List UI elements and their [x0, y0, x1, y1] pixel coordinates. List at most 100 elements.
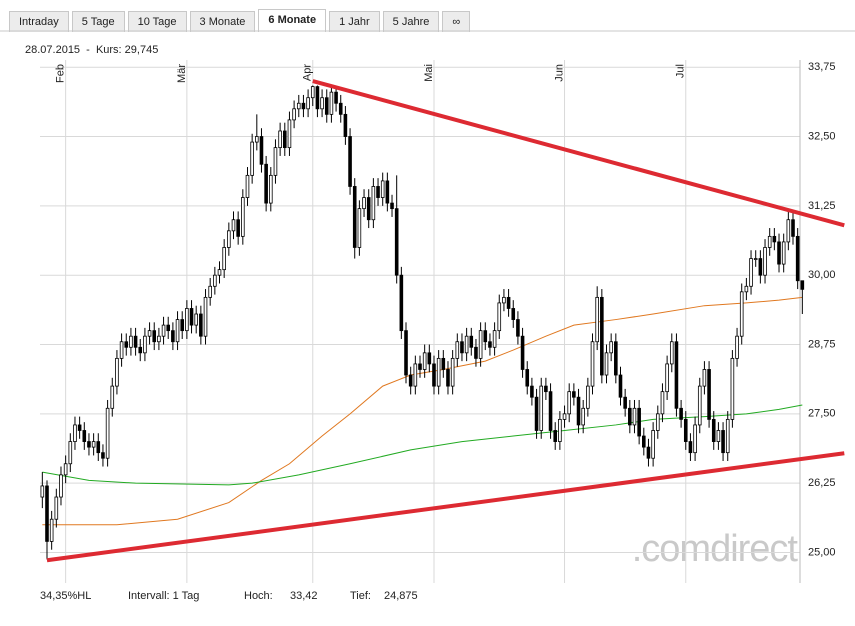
candle-body [296, 102, 301, 110]
candle-body [679, 407, 683, 420]
candle-body [702, 369, 707, 387]
candle-body [604, 352, 609, 376]
watermark: .comdirect [632, 528, 799, 570]
candle-body [68, 441, 73, 465]
candle-body [558, 418, 562, 442]
candle-body [436, 357, 441, 387]
x-tick-label: Mär [176, 64, 188, 83]
x-tick-label: Mai [423, 64, 435, 82]
candle-body [693, 424, 697, 454]
candle-body [642, 435, 646, 448]
candle-body [63, 463, 68, 476]
footer-high-label: Hoch: [244, 590, 273, 602]
candle-body [478, 330, 483, 359]
candle-body [157, 335, 161, 343]
candle-body [73, 424, 77, 442]
candle-body [525, 369, 530, 387]
candle-body [441, 357, 446, 370]
footer-low-label: Tief: [350, 590, 371, 602]
tab[interactable]: Intraday [9, 11, 69, 32]
candle-body [124, 341, 129, 348]
candle-body [492, 330, 497, 348]
tab[interactable]: 6 Monate [258, 9, 327, 32]
candle-body [618, 374, 623, 398]
candle-body [324, 97, 329, 115]
candle-body [777, 241, 781, 265]
candle-body [683, 418, 688, 442]
candle-body [534, 396, 539, 431]
candle-body [208, 285, 212, 298]
tab[interactable]: 3 Monate [189, 11, 256, 32]
candle-body [800, 280, 805, 290]
y-tick-label: 31,25 [808, 200, 836, 212]
candle-body [455, 341, 460, 359]
candle-body [306, 97, 310, 110]
candle-body [171, 330, 175, 343]
candle-body [688, 441, 693, 454]
candle-body [721, 430, 725, 454]
y-tick-label: 32,50 [808, 130, 836, 142]
candle-body [273, 147, 278, 176]
candle-body [399, 274, 404, 332]
candle-body [236, 219, 240, 237]
candle-body [781, 241, 786, 265]
candle-body [185, 308, 189, 332]
tab[interactable]: 1 Jahr [329, 11, 380, 32]
candle-body [105, 407, 110, 459]
candle-body [376, 186, 380, 198]
candle-body [548, 391, 553, 431]
candle-body [460, 341, 464, 354]
candle-body [707, 369, 711, 420]
candle-body [483, 330, 488, 343]
candle-body [791, 219, 795, 237]
candle-body [96, 441, 101, 454]
tab[interactable]: 5 Jahre [382, 11, 440, 32]
tab[interactable]: 10 Tage [127, 11, 187, 32]
candle-body [390, 202, 394, 210]
candle-body [786, 219, 791, 243]
candle-body [586, 385, 590, 409]
candle-body [511, 308, 516, 320]
candle-body [385, 180, 390, 204]
trend-line [312, 79, 845, 228]
candle-body [129, 335, 133, 348]
candle-body [669, 341, 674, 365]
candle-body [716, 430, 721, 442]
tab[interactable]: 5 Tage [71, 11, 125, 32]
candle-body [338, 102, 343, 115]
candle-body [628, 407, 632, 426]
candle-body [744, 285, 749, 293]
candle-body [674, 341, 679, 409]
y-tick-label: 25,00 [808, 546, 836, 558]
candle-body [655, 413, 660, 431]
candle-body [329, 91, 334, 115]
candle-body [753, 258, 758, 260]
candle-body [422, 352, 427, 370]
candle-body [418, 363, 422, 370]
candle-body [646, 446, 651, 459]
candle-body [203, 296, 208, 337]
candle-body [301, 102, 306, 110]
candle-body [697, 385, 702, 426]
candle-body [506, 296, 511, 309]
candle-body [250, 141, 254, 176]
candle-body [180, 319, 185, 332]
candle-body [371, 186, 376, 221]
y-tick-label: 27,50 [808, 408, 836, 420]
candle-body [54, 496, 59, 520]
x-tick-label: Jun [553, 64, 565, 82]
candle-body [795, 235, 800, 282]
grid [40, 60, 800, 583]
candle-body [315, 86, 320, 110]
candle-body [87, 441, 91, 448]
candle-body [665, 363, 669, 393]
tab[interactable]: ∞ [442, 11, 471, 32]
candle-body [772, 235, 777, 243]
candle-body [767, 235, 772, 248]
candle-body [446, 369, 450, 387]
candle-body [544, 385, 548, 393]
candle-body [362, 197, 366, 210]
candle-body [581, 407, 585, 426]
candle-body [614, 341, 618, 376]
candle-body [213, 274, 217, 287]
